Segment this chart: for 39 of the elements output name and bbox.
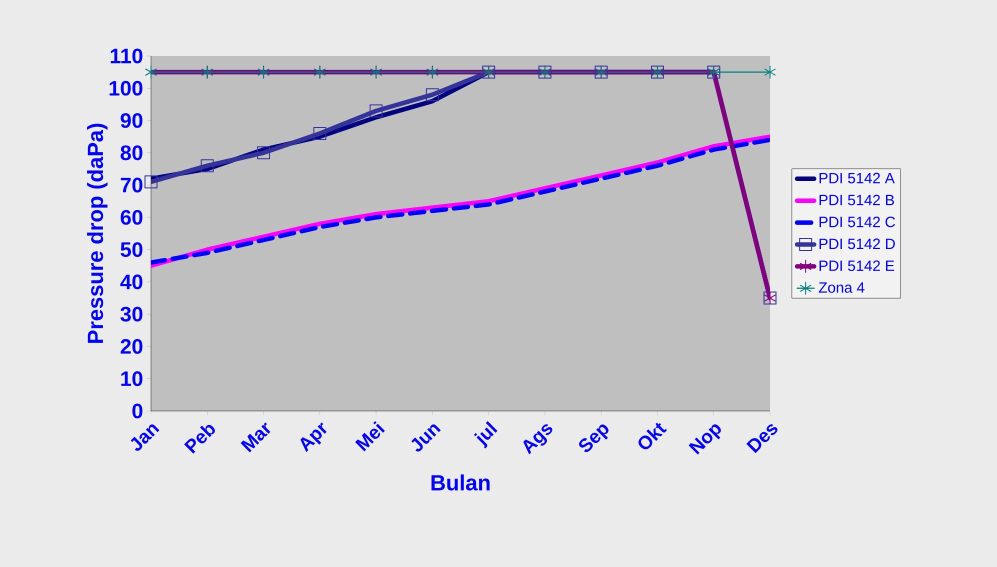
y-tick-label: 110 — [110, 48, 142, 64]
legend-label: PDI 5142 C — [820, 216, 896, 228]
y-tick-label: 70 — [120, 178, 142, 192]
x-tick-label: Mar — [240, 422, 270, 452]
x-tick-label: Nop — [688, 424, 721, 455]
x-tick-label: Mei — [355, 421, 385, 452]
x-tick-label: Sep — [579, 424, 608, 452]
x-tick-label: Apr — [300, 422, 327, 452]
y-tick-label: 0 — [132, 404, 142, 418]
point — [257, 146, 270, 160]
y-tick-label: 100 — [110, 80, 142, 96]
legend-label: PDI 5142 A — [820, 172, 895, 184]
point — [426, 88, 439, 102]
point — [764, 66, 776, 79]
y-tick-label: 40 — [120, 274, 142, 290]
x-axis-title: Bulan — [432, 474, 490, 491]
x-tick-label: Peb — [184, 424, 215, 454]
y-tick-label: 90 — [120, 113, 142, 128]
x-tick-label: Ags — [523, 424, 552, 454]
legend-label: PDI 5142 D — [820, 238, 895, 250]
legend-label: PDI 5142 E — [820, 260, 894, 272]
y-tick-label: 60 — [120, 210, 142, 225]
x-tick-label: Des — [746, 424, 778, 454]
legend-label: Zona 4 — [818, 282, 864, 293]
point — [200, 159, 214, 172]
y-tick-label: 50 — [120, 242, 142, 258]
x-tick-label: jul — [474, 421, 498, 448]
x-tick-label: Jun — [411, 424, 441, 452]
y-tick-label: 20 — [120, 339, 142, 354]
y-axis-title: Pressure drop (daPa) — [87, 124, 108, 343]
legend-label: PDI 5142 B — [820, 194, 894, 206]
y-tick-label: 80 — [120, 145, 142, 160]
y-tick-label: 30 — [120, 306, 142, 322]
y-tick-label: 10 — [121, 371, 142, 386]
point — [144, 175, 158, 188]
point — [313, 126, 326, 140]
point — [370, 104, 383, 118]
x-tick-label: Jan — [130, 424, 160, 451]
x-tick-label: Okt — [638, 422, 667, 450]
